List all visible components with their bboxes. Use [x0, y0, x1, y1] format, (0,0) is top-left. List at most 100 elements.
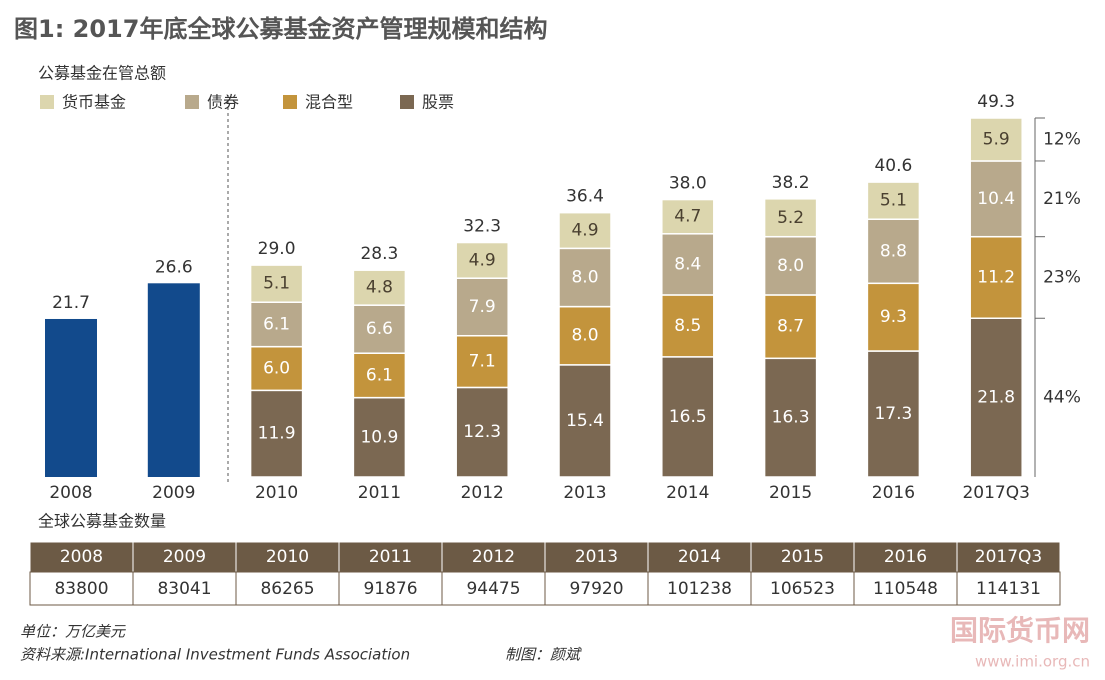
- table-header-text: 2009: [163, 547, 206, 567]
- share-label: 12%: [1043, 129, 1081, 149]
- legend-swatch: [400, 95, 414, 109]
- bar-segment: [661, 233, 715, 296]
- bar-segment: [558, 211, 612, 250]
- segment-label: 4.9: [469, 250, 496, 270]
- total-label: 21.7: [52, 293, 90, 313]
- subtitle: 公募基金在管总额: [38, 64, 166, 83]
- table-header-text: 2011: [369, 547, 412, 567]
- bar: [147, 283, 200, 477]
- table-cell-text: 86265: [260, 579, 314, 599]
- bar-segment: [866, 218, 921, 285]
- segment-label: 8.0: [777, 256, 804, 276]
- legend-swatch: [40, 95, 54, 109]
- segment-label: 6.0: [263, 358, 290, 378]
- segment-label: 4.8: [366, 278, 393, 298]
- total-label: 32.3: [463, 217, 501, 237]
- bar-segment: [558, 305, 612, 366]
- table-header-cell: [750, 541, 855, 573]
- bar-segment: [249, 264, 304, 303]
- segment-label: 17.3: [874, 404, 912, 424]
- segment-label: 15.4: [566, 411, 604, 431]
- bar-segment: [352, 396, 407, 478]
- table-cell-text: 97920: [569, 579, 623, 599]
- table-header-text: 2015: [781, 547, 824, 567]
- table-cell-text: 114131: [976, 579, 1041, 599]
- segment-label: 8.8: [880, 241, 907, 261]
- x-tick-label: 2008: [49, 483, 92, 503]
- total-label: 40.6: [874, 156, 912, 176]
- x-tick-label: 2014: [666, 483, 709, 503]
- x-tick-label: 2016: [872, 483, 915, 503]
- table-header-text: 2012: [472, 547, 515, 567]
- x-tick-label: 2010: [255, 483, 298, 503]
- bar-segment: [661, 294, 715, 358]
- table-header-text: 2016: [884, 547, 927, 567]
- total-label: 49.3: [977, 92, 1015, 112]
- table-cell-text: 83041: [157, 579, 211, 599]
- segment-label: 4.9: [571, 221, 598, 241]
- watermark-url: www.imi.org.cn: [975, 653, 1090, 671]
- segment-label: 10.9: [360, 427, 398, 447]
- x-tick-label: 2015: [769, 483, 812, 503]
- segment-label: 11.2: [977, 267, 1015, 287]
- share-label: 23%: [1043, 267, 1081, 287]
- watermark: 国际货币网: [950, 614, 1090, 647]
- table-header-cell: [956, 541, 1061, 573]
- segment-label: 6.1: [263, 314, 290, 334]
- total-label: 36.4: [566, 187, 604, 207]
- segment-label: 11.9: [258, 424, 296, 444]
- table-header-cell: [29, 541, 134, 573]
- segment-label: 16.5: [669, 407, 707, 427]
- legend-label: 债券: [207, 93, 239, 112]
- bar-segment: [763, 198, 818, 238]
- segment-label: 8.0: [571, 326, 598, 346]
- segment-label: 21.8: [977, 388, 1015, 408]
- source: 资料来源:International Investment Funds Asso…: [20, 646, 410, 664]
- total-label: 38.0: [669, 174, 707, 194]
- bar: [45, 318, 97, 477]
- bar-segment: [969, 117, 1023, 162]
- bar-segment: [969, 235, 1023, 320]
- bar-segment: [969, 317, 1023, 478]
- segment-label: 5.9: [983, 129, 1010, 149]
- table-header-text: 2013: [575, 547, 618, 567]
- segment-label: 6.6: [366, 319, 393, 339]
- legend-label: 混合型: [305, 93, 353, 112]
- segment-label: 7.9: [469, 297, 496, 317]
- table-cell-text: 83800: [54, 579, 108, 599]
- table-header-cell: [132, 541, 237, 573]
- table-header-text: 2010: [266, 547, 309, 567]
- table-header-text: 2017Q3: [975, 547, 1042, 567]
- total-label: 28.3: [360, 244, 398, 264]
- bar-segment: [969, 160, 1023, 238]
- legend-swatch: [185, 95, 199, 109]
- legend-label: 货币基金: [62, 93, 126, 112]
- bar-segment: [352, 269, 407, 306]
- x-tick-label: 2009: [152, 483, 195, 503]
- table-header-text: 2008: [60, 547, 103, 567]
- table-cell: [956, 571, 1061, 606]
- bar-segment: [455, 386, 509, 478]
- table-cell-text: 91876: [363, 579, 417, 599]
- table-cell: [647, 571, 752, 606]
- bar-segment: [661, 198, 715, 235]
- segment-label: 5.1: [880, 191, 907, 211]
- bar-segment: [866, 181, 921, 220]
- table-cell-text: 101238: [667, 579, 732, 599]
- bar-segment: [249, 345, 304, 392]
- author: 制图：颜斌: [505, 646, 582, 664]
- table-header-text: 2014: [678, 547, 721, 567]
- chart-title: 图1: 2017年底全球公募基金资产管理规模和结构: [14, 15, 547, 43]
- bar-segment: [455, 241, 509, 279]
- share-label: 21%: [1043, 189, 1081, 209]
- segment-label: 8.5: [674, 316, 701, 336]
- total-label: 29.0: [258, 239, 296, 259]
- bar-segment: [558, 364, 612, 478]
- table-title: 全球公募基金数量: [38, 512, 166, 531]
- bar-segment: [455, 277, 509, 337]
- share-label: 44%: [1043, 388, 1081, 408]
- segment-label: 8.0: [571, 267, 598, 287]
- x-tick-label: 2017Q3: [962, 483, 1029, 503]
- table-cell: [132, 571, 237, 606]
